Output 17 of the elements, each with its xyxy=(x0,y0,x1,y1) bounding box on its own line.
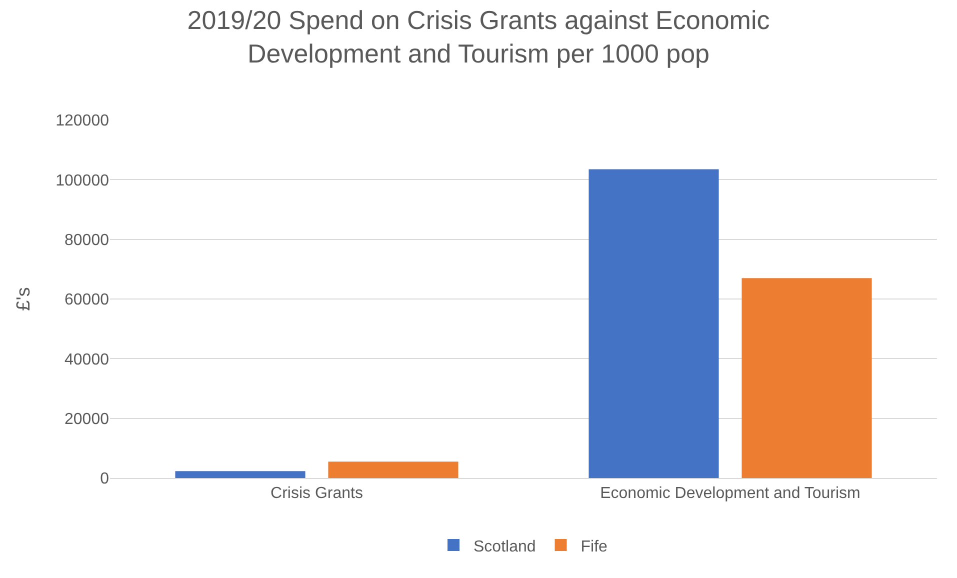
y-tick-label: 40000 xyxy=(64,351,110,368)
y-tick-label: 80000 xyxy=(64,232,110,249)
x-tick-label: Crisis Grants xyxy=(270,485,363,502)
y-tick-label: 100000 xyxy=(56,172,110,190)
y-tick-label: 120000 xyxy=(56,112,110,130)
y-tick-label: 20000 xyxy=(64,410,110,428)
bar xyxy=(175,471,306,478)
x-tick-label: Economic Development and Tourism xyxy=(600,485,860,502)
bar xyxy=(588,169,719,478)
y-tick-label: 60000 xyxy=(64,292,110,309)
bar xyxy=(328,462,458,478)
y-axis-title: £'s xyxy=(13,287,34,311)
chart-title: 2019/20 Spend on Crisis Grants against Economic Development and Tourism per 1000 pop xyxy=(187,4,770,69)
legend-label: Fife xyxy=(580,538,608,556)
legend-label: Scotland xyxy=(474,538,536,556)
bar xyxy=(742,278,872,478)
y-tick-label: 0 xyxy=(100,470,110,488)
